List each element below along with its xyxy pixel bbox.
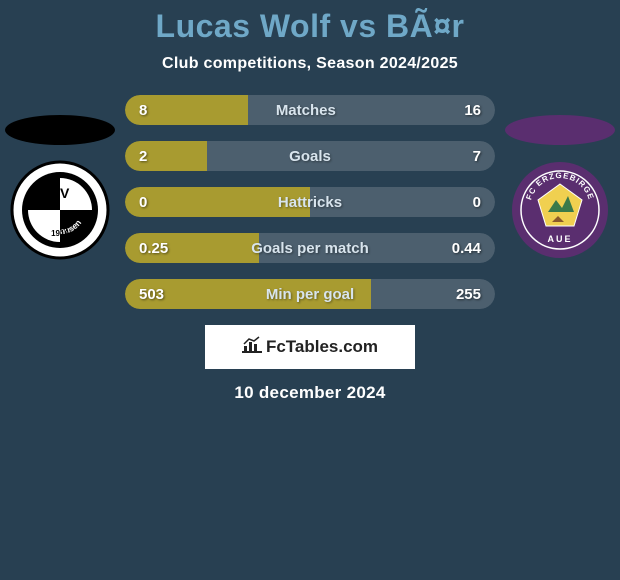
svg-text:SV: SV bbox=[51, 185, 70, 201]
stat-left-value: 0 bbox=[139, 194, 147, 211]
erzgebirge-logo-icon: FC ERZGEBIRGE AUE bbox=[510, 160, 610, 260]
stat-label: Matches bbox=[276, 102, 336, 119]
stat-row: 0.25 Goals per match 0.44 bbox=[125, 233, 495, 263]
stat-row: 8 Matches 16 bbox=[125, 95, 495, 125]
right-team-ellipse bbox=[505, 115, 615, 145]
stat-row: 0 Hattricks 0 bbox=[125, 187, 495, 217]
chart-icon bbox=[242, 336, 262, 359]
stat-text-row: 0.25 Goals per match 0.44 bbox=[125, 233, 495, 263]
stat-left-value: 0.25 bbox=[139, 240, 168, 257]
date-text: 10 december 2024 bbox=[10, 383, 610, 403]
main-container: Lucas Wolf vs BÃ¤r Club competitions, Se… bbox=[0, 0, 620, 403]
stat-label: Goals bbox=[289, 148, 331, 165]
stat-text-row: 0 Hattricks 0 bbox=[125, 187, 495, 217]
main-area: SV Sandhausen 1916 FC ERZGEBIRGE AUE bbox=[0, 95, 620, 403]
stat-text-row: 2 Goals 7 bbox=[125, 141, 495, 171]
stat-label: Hattricks bbox=[278, 194, 342, 211]
stat-label: Goals per match bbox=[251, 240, 369, 257]
stat-right-value: 255 bbox=[456, 286, 481, 303]
stat-right-value: 7 bbox=[473, 148, 481, 165]
brand-text: FcTables.com bbox=[266, 337, 378, 357]
stat-right-value: 0.44 bbox=[452, 240, 481, 257]
stat-text-row: 503 Min per goal 255 bbox=[125, 279, 495, 309]
page-subtitle: Club competitions, Season 2024/2025 bbox=[0, 55, 620, 73]
stat-right-value: 16 bbox=[464, 102, 481, 119]
stat-left-value: 8 bbox=[139, 102, 147, 119]
stat-label: Min per goal bbox=[266, 286, 354, 303]
left-team-badge: SV Sandhausen 1916 bbox=[10, 160, 110, 260]
stat-row: 2 Goals 7 bbox=[125, 141, 495, 171]
svg-text:1916: 1916 bbox=[51, 229, 69, 238]
brand-box[interactable]: FcTables.com bbox=[205, 325, 415, 369]
right-team-badge: FC ERZGEBIRGE AUE bbox=[510, 160, 610, 260]
stat-right-value: 0 bbox=[473, 194, 481, 211]
left-team-ellipse bbox=[5, 115, 115, 145]
sandhausen-logo-icon: SV Sandhausen 1916 bbox=[10, 160, 110, 260]
stat-left-value: 2 bbox=[139, 148, 147, 165]
svg-text:AUE: AUE bbox=[547, 234, 572, 244]
stat-text-row: 8 Matches 16 bbox=[125, 95, 495, 125]
stats-area: 8 Matches 16 2 Goals 7 0 Hattricks 0 0.25 Goals pe… bbox=[125, 95, 495, 309]
stat-row: 503 Min per goal 255 bbox=[125, 279, 495, 309]
stat-left-value: 503 bbox=[139, 286, 164, 303]
page-title: Lucas Wolf vs BÃ¤r bbox=[0, 8, 620, 45]
